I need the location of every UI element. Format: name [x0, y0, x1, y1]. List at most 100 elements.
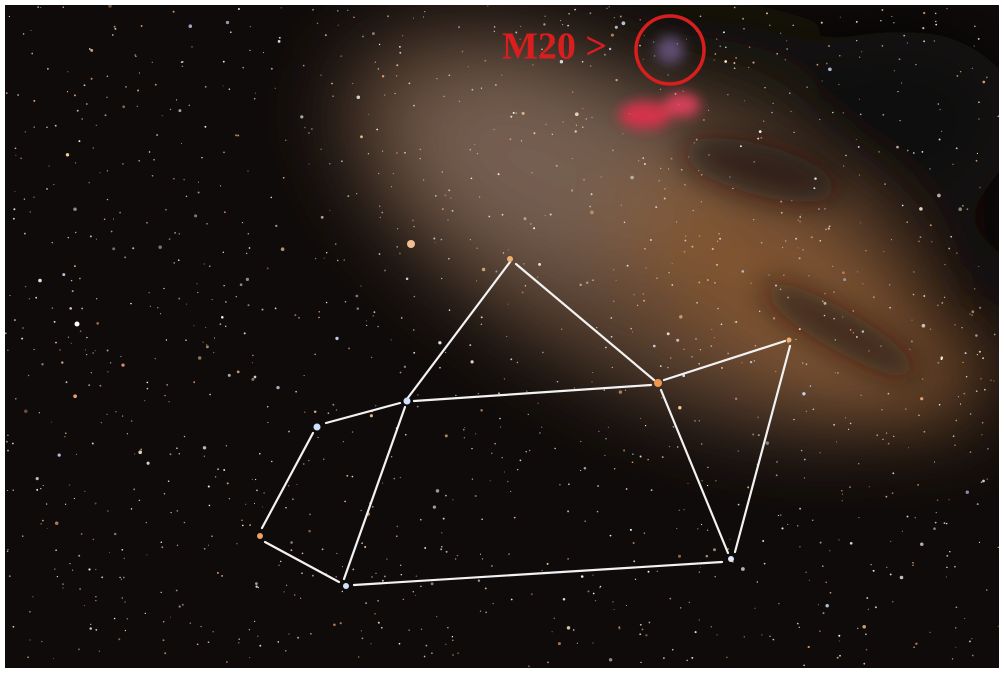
- star: [404, 366, 406, 368]
- star: [837, 372, 839, 374]
- star: [837, 657, 839, 659]
- star: [707, 485, 708, 486]
- star: [139, 72, 140, 73]
- star: [960, 71, 962, 73]
- star: [515, 112, 517, 114]
- star: [221, 316, 224, 319]
- star: [335, 576, 337, 578]
- star: [168, 401, 169, 402]
- star: [122, 597, 123, 598]
- star: [294, 594, 295, 595]
- star: [776, 474, 778, 476]
- star: [961, 327, 962, 328]
- star: [829, 225, 831, 227]
- star: [696, 302, 698, 304]
- star: [408, 629, 409, 630]
- star: [626, 488, 628, 490]
- star: [294, 314, 296, 316]
- star: [288, 485, 289, 486]
- star: [606, 8, 607, 9]
- star: [423, 16, 424, 17]
- star: [401, 574, 403, 576]
- star: [650, 239, 652, 241]
- star: [62, 587, 63, 588]
- star: [107, 75, 109, 77]
- star: [576, 125, 577, 126]
- star: [275, 225, 277, 227]
- star: [288, 431, 290, 433]
- star: [370, 643, 371, 644]
- star: [920, 236, 922, 238]
- star: [856, 21, 858, 23]
- star: [873, 296, 875, 298]
- star: [478, 580, 480, 582]
- star: [480, 610, 481, 611]
- star: [400, 565, 401, 566]
- star: [436, 78, 437, 79]
- star: [471, 448, 472, 449]
- star: [856, 336, 858, 338]
- star: [609, 48, 611, 50]
- star: [65, 432, 66, 433]
- star: [699, 420, 700, 421]
- star: [843, 278, 846, 281]
- star: [366, 320, 367, 321]
- star: [158, 245, 161, 248]
- star: [923, 295, 925, 297]
- star: [346, 475, 348, 477]
- star: [341, 160, 343, 162]
- star: [987, 448, 989, 450]
- star: [743, 28, 745, 30]
- star: [20, 158, 22, 160]
- star: [7, 450, 9, 452]
- star: [323, 459, 324, 460]
- star: [55, 125, 57, 127]
- star: [735, 398, 737, 400]
- star: [843, 112, 845, 114]
- star: [610, 317, 612, 319]
- star: [382, 151, 383, 152]
- star: [479, 196, 480, 197]
- star: [166, 339, 167, 340]
- star: [822, 80, 823, 81]
- star: [262, 309, 264, 311]
- star: [653, 41, 654, 42]
- star: [74, 265, 76, 267]
- star: [647, 459, 648, 460]
- star: [344, 259, 345, 260]
- star: [328, 412, 330, 414]
- star: [138, 160, 140, 162]
- star: [836, 441, 837, 442]
- star: [55, 549, 57, 551]
- star: [525, 451, 526, 452]
- star: [862, 330, 864, 332]
- star: [196, 283, 197, 284]
- star: [170, 512, 171, 513]
- star: [332, 404, 334, 406]
- star: [41, 641, 42, 642]
- star: [22, 327, 23, 328]
- star: [179, 453, 180, 454]
- star: [494, 443, 496, 445]
- star: [377, 600, 379, 602]
- star: [653, 345, 656, 348]
- star: [114, 533, 116, 535]
- star: [396, 535, 398, 537]
- star: [918, 241, 920, 243]
- star: [820, 452, 821, 453]
- star: [452, 210, 454, 212]
- star: [68, 337, 69, 338]
- star: [67, 71, 68, 72]
- star: [399, 46, 401, 48]
- star: [387, 15, 389, 17]
- star: [735, 57, 737, 59]
- star: [442, 208, 444, 210]
- star: [113, 219, 114, 220]
- star: [883, 251, 884, 252]
- star: [956, 252, 958, 254]
- star: [890, 541, 891, 542]
- star: [821, 22, 823, 24]
- star: [645, 267, 647, 269]
- star: [111, 231, 113, 233]
- star: [908, 447, 909, 448]
